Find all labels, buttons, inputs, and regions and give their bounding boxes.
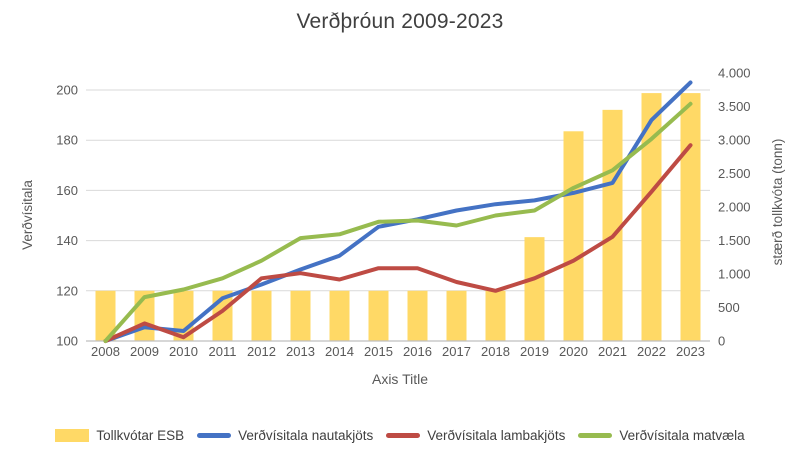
legend-bar-swatch-icon xyxy=(55,429,90,442)
bar-tollkvotar-esb xyxy=(485,290,506,341)
y-right-tick-label: 2.000 xyxy=(718,200,751,215)
legend-line-swatch-icon xyxy=(197,433,232,438)
y-right-tick-label: 3.000 xyxy=(718,133,751,148)
legend: Tollkvótar ESB Verðvísitala nautakjöts V… xyxy=(0,428,800,443)
x-tick-label: 2023 xyxy=(676,344,705,359)
y-left-tick-label: 200 xyxy=(56,83,78,98)
y-right-tick-label: 0 xyxy=(718,334,725,349)
x-tick-label: 2012 xyxy=(247,344,276,359)
x-tick-label: 2008 xyxy=(91,344,120,359)
bar-tollkvotar-esb xyxy=(563,131,584,341)
bar-tollkvotar-esb xyxy=(602,109,623,341)
chart-title: Verðþróun 2009-2023 xyxy=(296,10,504,33)
bar-tollkvotar-esb xyxy=(251,290,272,341)
line-ver-v-sitala-matv-la xyxy=(103,101,693,343)
legend-label: Verðvísitala nautakjöts xyxy=(238,428,374,443)
bar-tollkvotar-esb xyxy=(446,290,467,341)
x-tick-label: 2016 xyxy=(403,344,432,359)
x-tick-label: 2014 xyxy=(325,344,354,359)
x-tick-label: 2019 xyxy=(520,344,549,359)
y-left-tick-label: 140 xyxy=(56,233,78,248)
legend-item-matvaela: Verðvísitala matvæla xyxy=(578,428,745,443)
bar-tollkvotar-esb xyxy=(524,237,545,341)
x-tick-label: 2010 xyxy=(169,344,198,359)
legend-label: Tollkvótar ESB xyxy=(96,428,185,443)
x-tick-label: 2011 xyxy=(209,344,237,359)
legend-line-swatch-icon xyxy=(578,433,613,438)
bar-tollkvotar-esb xyxy=(95,290,116,341)
legend-item-lambakjot: Verðvísitala lambakjöts xyxy=(386,428,565,443)
bar-tollkvotar-esb xyxy=(290,290,311,341)
legend-line-swatch-icon xyxy=(386,433,421,438)
legend-label: Verðvísitala lambakjöts xyxy=(427,428,566,443)
y-left-tick-label: 180 xyxy=(56,133,78,148)
legend-item-tollkvotar: Tollkvótar ESB xyxy=(55,428,184,443)
y-left-tick-label: 100 xyxy=(56,334,78,349)
bar-tollkvotar-esb xyxy=(680,93,701,341)
x-tick-label: 2021 xyxy=(598,344,627,359)
x-tick-label: 2022 xyxy=(637,344,666,359)
x-tick-label: 2020 xyxy=(559,344,588,359)
bar-tollkvotar-esb xyxy=(407,290,428,341)
y-right-tick-label: 2.500 xyxy=(718,166,751,181)
y-right-tick-label: 1.000 xyxy=(718,267,751,282)
x-axis-title: Axis Title xyxy=(371,371,428,387)
line-ver-v-sitala-lambakj-ts xyxy=(103,143,693,343)
y-left-tick-label: 120 xyxy=(56,283,78,298)
bar-tollkvotar-esb xyxy=(641,93,662,341)
y-right-tick-label: 1.500 xyxy=(718,233,751,248)
x-tick-label: 2013 xyxy=(286,344,315,359)
legend-label: Verðvísitala matvæla xyxy=(619,428,745,443)
y-right-tick-label: 3.500 xyxy=(718,99,751,114)
x-tick-label: 2015 xyxy=(364,344,393,359)
y-right-tick-label: 500 xyxy=(718,300,740,315)
y-right-tick-label: 4.000 xyxy=(718,66,751,81)
x-tick-label: 2009 xyxy=(130,344,159,359)
legend-item-nautakjot: Verðvísitala nautakjöts xyxy=(197,428,373,443)
y-left-tick-label: 160 xyxy=(56,183,78,198)
x-tick-label: 2017 xyxy=(442,344,471,359)
bar-tollkvotar-esb xyxy=(329,290,350,341)
plot-area: 100 120 140 160 180 200 0 500 1.000 1.500 2.000 2.5… xyxy=(56,66,751,360)
x-tick-label: 2018 xyxy=(481,344,510,359)
bar-tollkvotar-esb xyxy=(368,290,389,341)
